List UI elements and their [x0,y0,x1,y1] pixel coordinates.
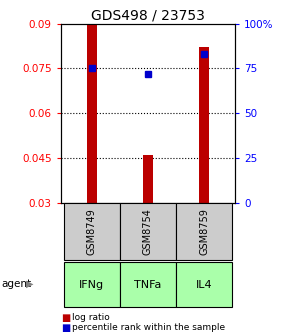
Text: GSM8754: GSM8754 [143,208,153,255]
Bar [64,203,120,260]
Text: IL4: IL4 [196,280,212,290]
Bar [176,262,232,307]
Text: agent: agent [1,279,32,289]
Text: GSM8759: GSM8759 [199,208,209,255]
Bar [199,47,209,203]
Bar [64,262,120,307]
Text: TNFa: TNFa [134,280,162,290]
Bar [120,203,176,260]
Text: ▶: ▶ [26,279,34,289]
Bar [143,155,153,203]
Bar [120,262,176,307]
Text: GSM8749: GSM8749 [87,208,97,255]
Text: IFNg: IFNg [79,280,104,290]
Text: log ratio: log ratio [72,313,110,322]
Bar [176,203,232,260]
Text: percentile rank within the sample: percentile rank within the sample [72,323,226,332]
Text: ■: ■ [61,312,70,323]
Text: ■: ■ [61,323,70,333]
Bar [87,24,97,203]
Title: GDS498 / 23753: GDS498 / 23753 [91,8,205,23]
